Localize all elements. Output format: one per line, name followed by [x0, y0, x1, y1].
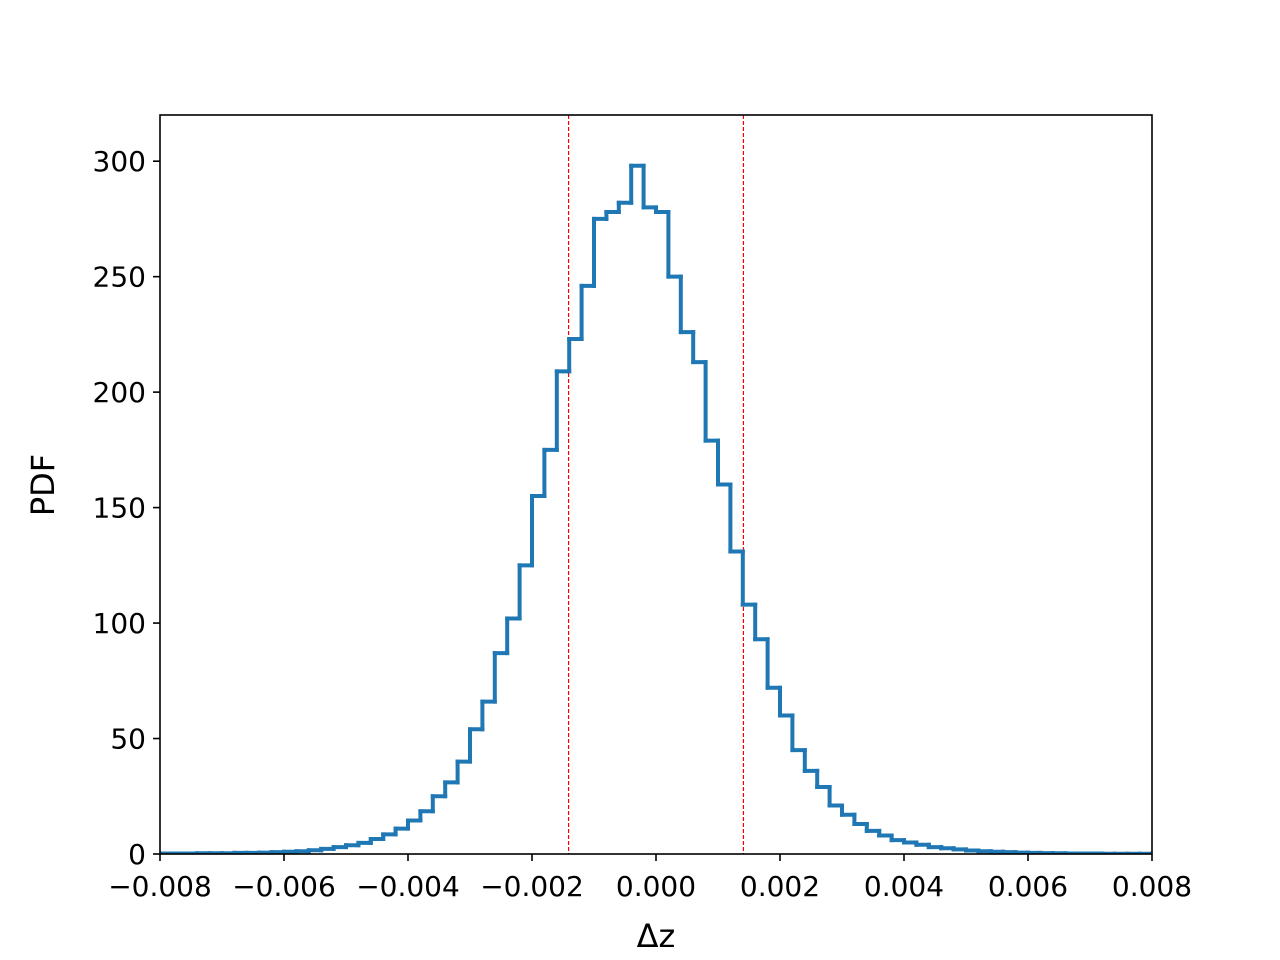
x-axis-ticks: −0.008 −0.006 −0.004 −0.002 0.000 0.002 0.004 0… — [108, 854, 1192, 903]
y-tick-label: 250 — [93, 261, 146, 294]
x-tick-label: −0.008 — [108, 870, 212, 903]
y-tick-label: 100 — [93, 607, 146, 640]
x-tick-label: −0.004 — [356, 870, 460, 903]
x-tick-label: 0.004 — [864, 870, 944, 903]
x-tick-label: 0.002 — [740, 870, 820, 903]
y-axis-ticks: 0 50 100 150 200 250 300 — [93, 145, 160, 871]
reference-lines — [567, 115, 745, 854]
y-tick-label: 300 — [93, 145, 146, 178]
x-tick-label: 0.000 — [616, 870, 696, 903]
y-tick-label: 50 — [110, 723, 146, 756]
x-tick-label: −0.002 — [480, 870, 584, 903]
x-tick-label: 0.006 — [988, 870, 1068, 903]
x-axis-label: Δz — [637, 917, 676, 955]
y-tick-label: 150 — [93, 492, 146, 525]
x-tick-label: 0.008 — [1112, 870, 1192, 903]
y-axis-label: PDF — [24, 454, 62, 516]
x-tick-label: −0.006 — [232, 870, 336, 903]
y-tick-label: 0 — [128, 838, 146, 871]
y-tick-label: 200 — [93, 376, 146, 409]
